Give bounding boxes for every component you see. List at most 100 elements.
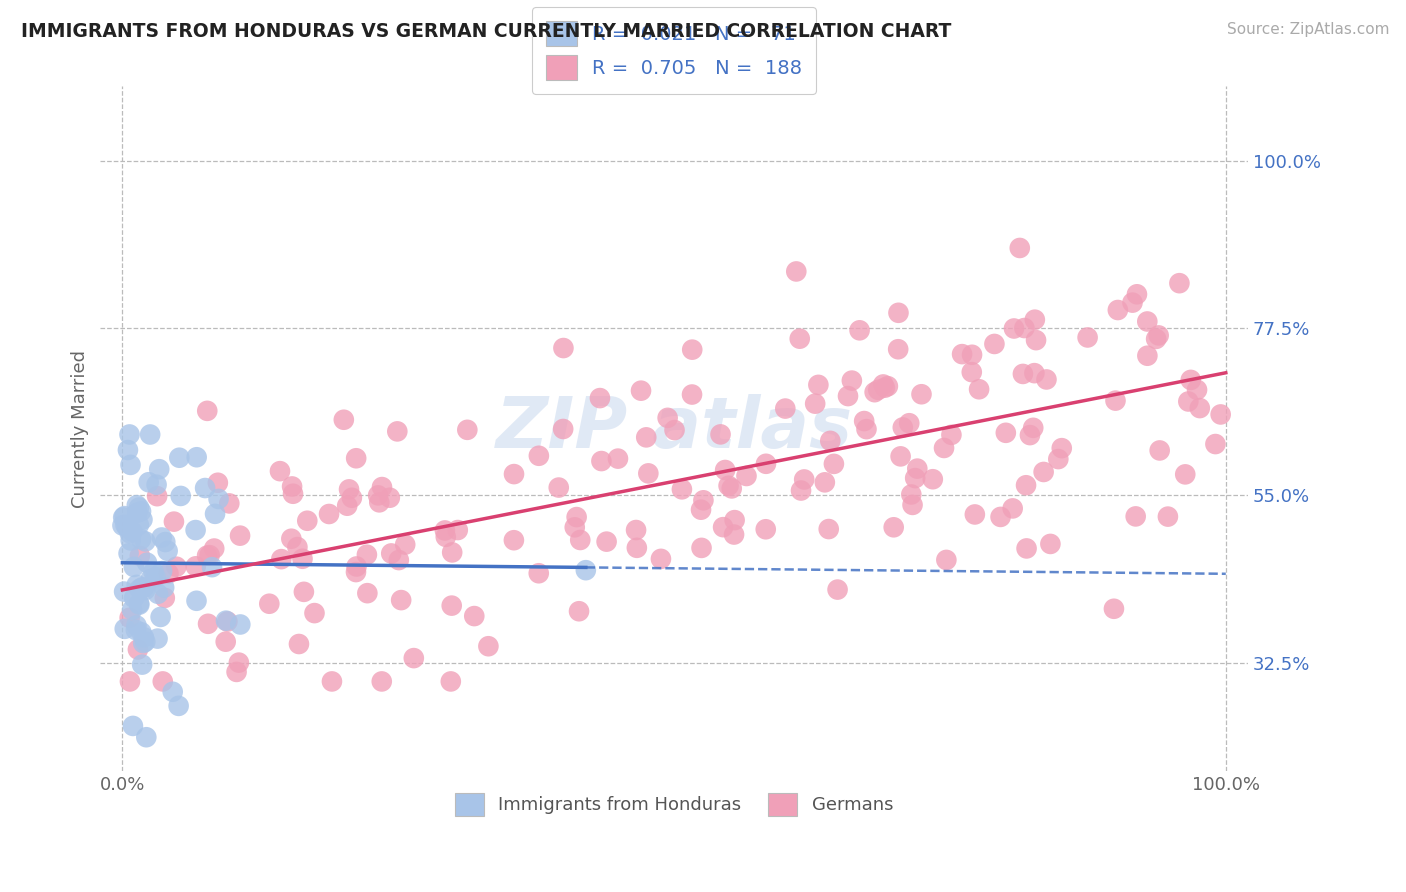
Point [1002, 321, 1025, 335]
Point [575, 563, 598, 577]
Point [1147, 328, 1170, 343]
Point [883, 520, 905, 534]
Point [868, 383, 890, 397]
Point [1209, 408, 1232, 422]
Point [125, 618, 148, 632]
Point [152, 674, 174, 689]
Point [807, 377, 830, 392]
Point [225, 665, 247, 679]
Point [120, 533, 142, 548]
Point [135, 730, 157, 744]
Point [1024, 312, 1046, 326]
Point [128, 518, 150, 533]
Point [681, 387, 703, 401]
Point [131, 513, 153, 527]
Point [1102, 601, 1125, 615]
Point [146, 587, 169, 601]
Point [960, 348, 983, 362]
Point [112, 510, 135, 524]
Point [904, 471, 927, 485]
Point [291, 551, 314, 566]
Point [1039, 537, 1062, 551]
Point [595, 534, 617, 549]
Point [318, 507, 340, 521]
Point [440, 599, 463, 613]
Point [215, 634, 238, 648]
Point [1104, 393, 1126, 408]
Point [1174, 467, 1197, 482]
Point [755, 457, 778, 471]
Point [910, 387, 932, 401]
Point [371, 480, 394, 494]
Point [502, 533, 524, 548]
Point [477, 639, 499, 653]
Point [887, 306, 910, 320]
Point [292, 585, 315, 599]
Point [121, 603, 143, 617]
Point [184, 559, 207, 574]
Point [117, 443, 139, 458]
Point [433, 524, 456, 538]
Point [887, 343, 910, 357]
Point [297, 514, 319, 528]
Point [1001, 501, 1024, 516]
Point [967, 382, 990, 396]
Point [112, 584, 135, 599]
Point [1032, 465, 1054, 479]
Point [872, 377, 894, 392]
Point [1136, 314, 1159, 328]
Point [128, 582, 150, 596]
Point [217, 615, 239, 629]
Point [304, 606, 326, 620]
Point [876, 379, 898, 393]
Point [163, 515, 186, 529]
Point [128, 549, 150, 563]
Point [134, 582, 156, 597]
Point [131, 581, 153, 595]
Point [153, 591, 176, 605]
Point [789, 332, 811, 346]
Point [356, 586, 378, 600]
Point [127, 506, 149, 520]
Point [128, 597, 150, 611]
Point [134, 634, 156, 648]
Point [114, 622, 136, 636]
Point [340, 491, 363, 505]
Point [1177, 394, 1199, 409]
Point [717, 479, 740, 493]
Point [463, 609, 485, 624]
Point [125, 498, 148, 512]
Point [356, 548, 378, 562]
Point [983, 337, 1005, 351]
Point [990, 510, 1012, 524]
Y-axis label: Currently Married: Currently Married [72, 350, 89, 508]
Point [346, 559, 368, 574]
Point [132, 630, 155, 644]
Point [671, 483, 693, 497]
Point [650, 552, 672, 566]
Point [118, 674, 141, 689]
Point [785, 264, 807, 278]
Point [735, 469, 758, 483]
Point [162, 685, 184, 699]
Point [709, 427, 731, 442]
Point [139, 572, 162, 586]
Point [898, 416, 921, 430]
Point [288, 637, 311, 651]
Point [804, 397, 827, 411]
Point [900, 487, 922, 501]
Point [125, 623, 148, 637]
Point [827, 582, 849, 597]
Point [150, 531, 173, 545]
Point [378, 491, 401, 505]
Point [441, 545, 464, 559]
Point [503, 467, 526, 481]
Point [1014, 321, 1036, 335]
Point [380, 546, 402, 560]
Point [118, 611, 141, 625]
Point [440, 674, 463, 689]
Point [215, 614, 238, 628]
Point [855, 422, 877, 436]
Point [367, 488, 389, 502]
Point [118, 526, 141, 541]
